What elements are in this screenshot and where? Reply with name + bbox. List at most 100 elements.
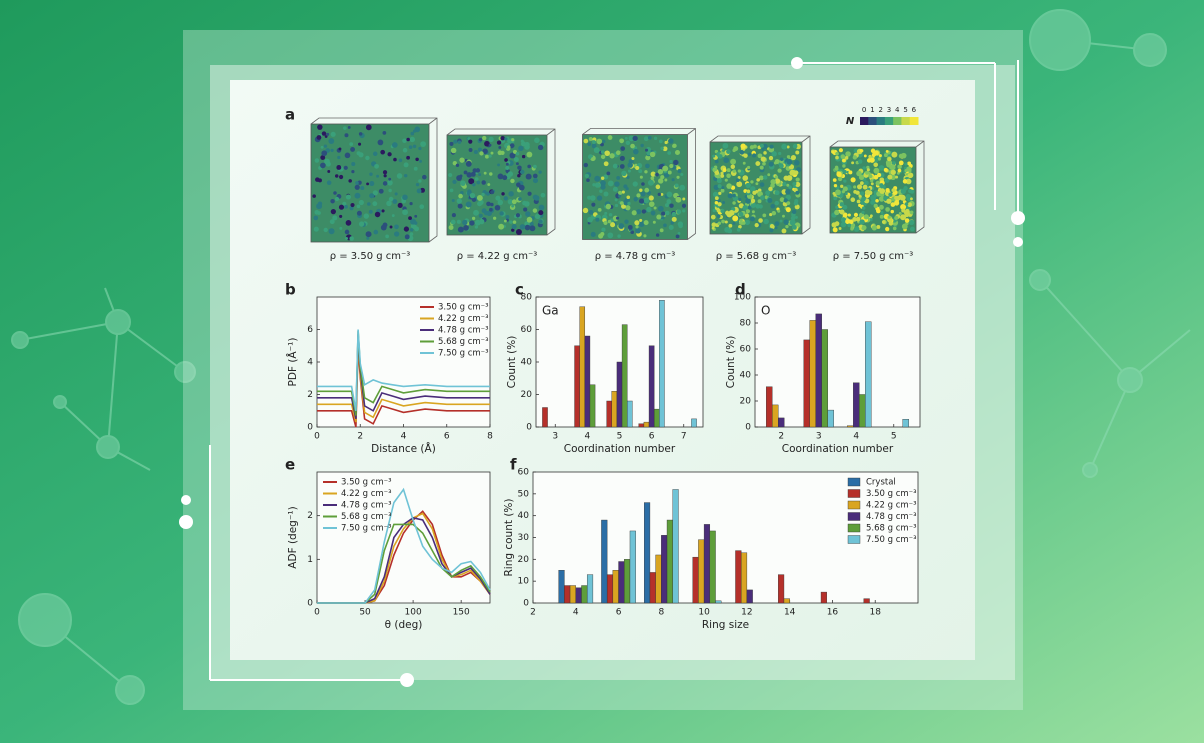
atom <box>794 160 800 166</box>
atom <box>748 152 752 156</box>
atom <box>661 211 666 216</box>
atom <box>891 151 898 158</box>
atom <box>328 138 335 144</box>
y-tick-label: 1 <box>307 555 313 565</box>
atom <box>317 178 322 183</box>
atom <box>661 216 665 220</box>
legend-label: 4.22 g cm⁻³ <box>866 501 917 511</box>
atom <box>462 219 468 226</box>
atom <box>627 224 633 230</box>
colorbar-tick-label: 2 <box>878 106 882 114</box>
atom <box>330 131 336 137</box>
atom <box>873 203 878 209</box>
atom <box>344 133 349 138</box>
y-tick-label: 80 <box>521 293 533 303</box>
atom <box>628 135 635 142</box>
atom <box>358 221 365 227</box>
atom <box>716 214 721 219</box>
atom <box>636 193 641 198</box>
atom <box>494 204 501 211</box>
bar <box>709 530 716 604</box>
atom <box>504 137 508 141</box>
atom <box>789 169 796 176</box>
atom <box>718 154 723 159</box>
atom <box>391 214 395 217</box>
atom <box>496 140 502 145</box>
atom <box>448 225 454 231</box>
atom <box>836 171 842 177</box>
atom <box>648 201 655 207</box>
atom <box>631 210 637 216</box>
atom <box>786 183 790 187</box>
atom <box>638 169 643 174</box>
atom <box>662 165 669 172</box>
atom <box>600 176 605 180</box>
atom <box>487 183 491 186</box>
atom <box>795 190 800 195</box>
legend-label: 4.78 g cm⁻³ <box>341 501 392 511</box>
atom <box>363 213 370 219</box>
x-tick-label: 3 <box>552 432 558 442</box>
atom <box>657 192 661 197</box>
atom <box>366 236 370 240</box>
atom <box>880 211 884 214</box>
bar <box>629 530 636 604</box>
atom <box>852 155 858 160</box>
atom <box>785 224 789 229</box>
x-tick-label: 4 <box>853 432 859 442</box>
atom <box>672 143 677 148</box>
atom <box>463 170 468 175</box>
atom <box>381 209 385 213</box>
plot-area <box>316 471 491 604</box>
atom <box>326 180 332 186</box>
atom <box>675 234 680 239</box>
atom <box>388 196 394 202</box>
atom <box>326 132 330 136</box>
atom <box>621 203 626 209</box>
bar <box>606 574 614 604</box>
atom <box>330 208 336 215</box>
atom <box>324 135 328 138</box>
atom <box>356 204 361 209</box>
atom <box>738 197 742 202</box>
atom <box>881 220 886 224</box>
y-tick-label: 4 <box>307 358 313 368</box>
inset-label: Ga <box>542 304 559 318</box>
atom <box>733 146 739 152</box>
atom <box>757 153 763 159</box>
bar <box>703 524 711 604</box>
atom <box>895 175 899 179</box>
atom <box>505 215 510 219</box>
atom <box>640 143 644 148</box>
atom <box>860 181 864 186</box>
atom <box>779 197 785 203</box>
atom <box>345 220 352 226</box>
x-tick-label: 4 <box>585 432 591 442</box>
atom <box>785 207 791 213</box>
bar <box>624 559 631 604</box>
atom <box>889 164 896 171</box>
atom <box>904 202 909 206</box>
atom <box>601 139 606 144</box>
atom <box>533 164 537 169</box>
atom <box>416 188 422 194</box>
atom <box>394 231 400 237</box>
atom <box>643 234 647 238</box>
bar <box>778 417 785 428</box>
atom <box>910 197 913 201</box>
atom <box>478 173 482 177</box>
atom <box>721 186 725 190</box>
atom <box>865 171 869 175</box>
atom <box>590 231 596 237</box>
atom <box>476 194 483 201</box>
atom <box>645 163 650 169</box>
atom <box>720 208 725 214</box>
atom <box>736 227 741 232</box>
legend-swatch <box>847 523 861 533</box>
bar <box>655 554 662 604</box>
atom <box>634 220 640 226</box>
atom <box>763 175 768 180</box>
y-tick-label: 20 <box>740 397 752 407</box>
atom <box>714 159 719 164</box>
x-tick-label: 5 <box>617 432 623 442</box>
